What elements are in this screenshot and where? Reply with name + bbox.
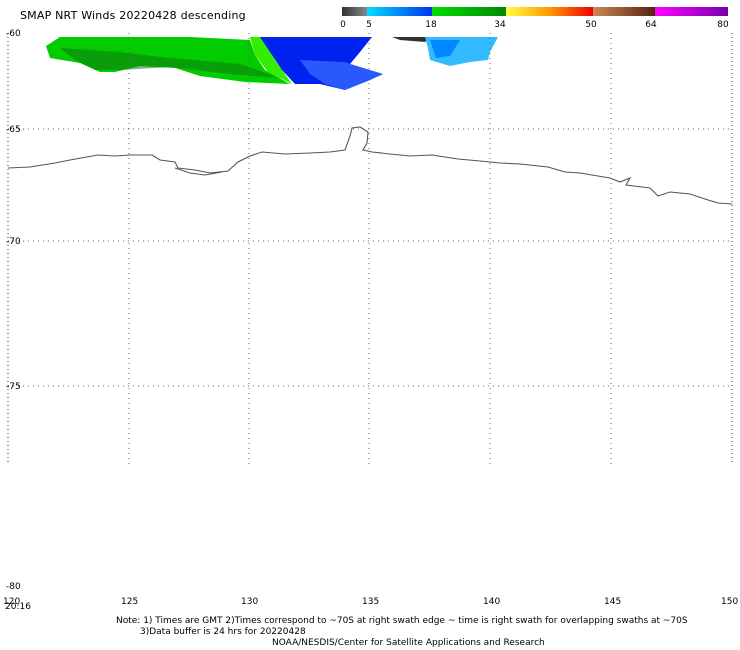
colorbar-segment-0-5	[342, 7, 367, 16]
lon-label: 130	[241, 597, 258, 607]
colorbar-segment-34-50	[506, 7, 593, 16]
lat-label: -80	[6, 582, 21, 592]
coastline-detail	[174, 167, 223, 176]
footnote-line-2: 3)Data buffer is 24 hrs for 20220428	[140, 627, 306, 637]
map-border	[7, 33, 733, 465]
swath-time-label: 20:16	[5, 602, 31, 612]
colorbar-label: 34	[494, 20, 506, 30]
wind-swath-blue-light	[300, 60, 383, 90]
lat-label: -75	[6, 382, 21, 392]
lon-label: 125	[121, 597, 138, 607]
colorbar-segment-5-18	[367, 7, 432, 16]
colorbar-segment-64-80	[655, 7, 728, 16]
lat-label: -70	[6, 237, 21, 247]
colorbar-segment-50-64	[593, 7, 655, 16]
wind-swath-dark	[392, 37, 430, 42]
lon-label: 140	[483, 597, 500, 607]
map-title: SMAP NRT Winds 20220428 descending	[20, 9, 246, 22]
colorbar-segment-18-34	[432, 7, 506, 16]
lat-label: -65	[6, 125, 21, 135]
colorbar-label: 50	[585, 20, 597, 30]
lon-label: 145	[604, 597, 621, 607]
lat-label: -60	[6, 29, 21, 39]
colorbar-label: 80	[717, 20, 729, 30]
colorbar-label: 5	[366, 20, 372, 30]
lon-label: 150	[721, 597, 738, 607]
graticule	[8, 33, 732, 465]
wind-swath-green-light	[250, 37, 292, 84]
footnote-credit: NOAA/NESDIS/Center for Satellite Applica…	[272, 638, 545, 648]
colorbar-label: 0	[340, 20, 346, 30]
lon-label: 135	[362, 597, 379, 607]
lon-label: 120	[3, 597, 20, 607]
antarctic-coastline	[7, 126, 733, 205]
footnote-line-1: Note: 1) Times are GMT 2)Times correspon…	[116, 616, 688, 626]
wind-swath-green-dark	[60, 48, 280, 78]
colorbar-label: 18	[425, 20, 437, 30]
colorbar-label: 64	[645, 20, 657, 30]
wind-swath-cyan-deep	[430, 40, 460, 58]
